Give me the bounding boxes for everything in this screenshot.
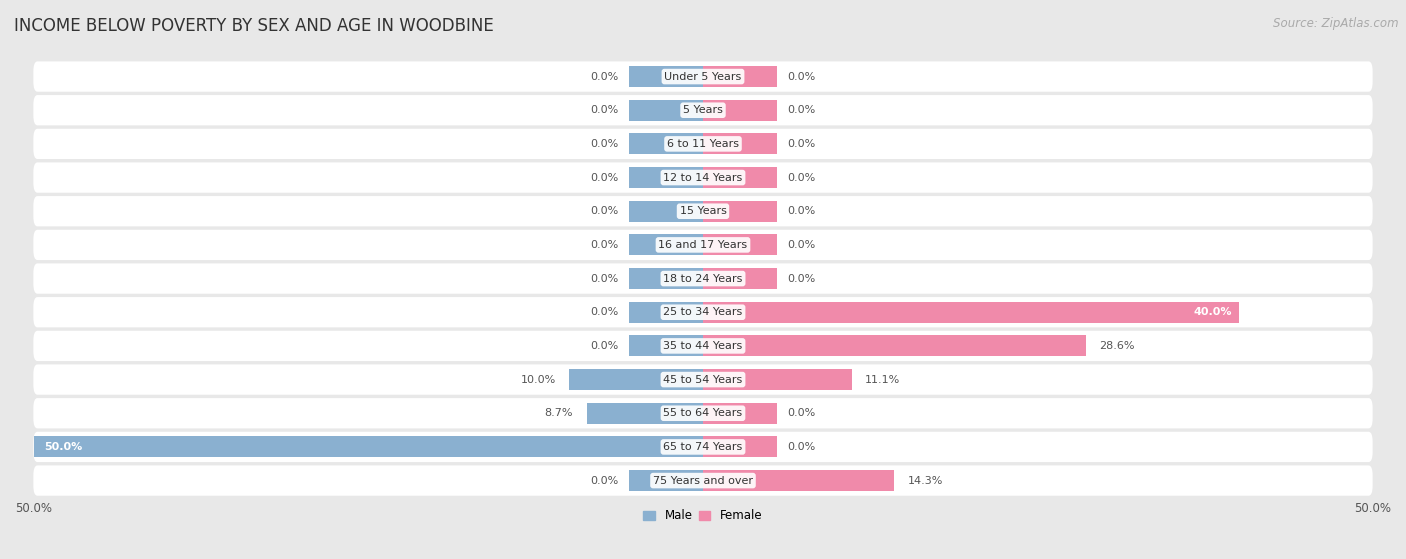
Text: 0.0%: 0.0%	[591, 273, 619, 283]
Bar	[630, 470, 703, 491]
FancyBboxPatch shape	[34, 432, 1372, 462]
FancyBboxPatch shape	[34, 331, 1372, 361]
FancyBboxPatch shape	[34, 163, 1372, 193]
Bar	[703, 302, 1239, 323]
Text: 0.0%: 0.0%	[591, 240, 619, 250]
Legend: Male, Female: Male, Female	[644, 509, 762, 522]
Bar	[630, 66, 703, 87]
Text: Source: ZipAtlas.com: Source: ZipAtlas.com	[1274, 17, 1399, 30]
Text: 75 Years and over: 75 Years and over	[652, 476, 754, 486]
Text: 0.0%: 0.0%	[787, 273, 815, 283]
Bar	[630, 335, 703, 356]
Text: 0.0%: 0.0%	[787, 408, 815, 418]
Text: 0.0%: 0.0%	[787, 105, 815, 115]
Bar	[703, 268, 776, 289]
Bar	[703, 403, 776, 424]
Text: 25 to 34 Years: 25 to 34 Years	[664, 307, 742, 318]
Text: 0.0%: 0.0%	[787, 240, 815, 250]
Bar	[703, 234, 776, 255]
Bar	[703, 437, 776, 457]
Text: Under 5 Years: Under 5 Years	[665, 72, 741, 82]
Text: 0.0%: 0.0%	[787, 173, 815, 183]
FancyBboxPatch shape	[34, 297, 1372, 328]
FancyBboxPatch shape	[34, 95, 1372, 125]
Bar	[703, 100, 776, 121]
FancyBboxPatch shape	[34, 398, 1372, 428]
Text: 6 to 11 Years: 6 to 11 Years	[666, 139, 740, 149]
Text: 50.0%: 50.0%	[44, 442, 83, 452]
Text: 14.3%: 14.3%	[908, 476, 943, 486]
Text: 8.7%: 8.7%	[544, 408, 574, 418]
Text: 35 to 44 Years: 35 to 44 Years	[664, 341, 742, 351]
Bar	[703, 470, 894, 491]
FancyBboxPatch shape	[34, 263, 1372, 293]
Bar	[703, 369, 852, 390]
Bar	[630, 302, 703, 323]
Text: 45 to 54 Years: 45 to 54 Years	[664, 375, 742, 385]
Bar	[630, 201, 703, 222]
Bar	[703, 201, 776, 222]
Text: 65 to 74 Years: 65 to 74 Years	[664, 442, 742, 452]
FancyBboxPatch shape	[34, 230, 1372, 260]
Text: 0.0%: 0.0%	[591, 105, 619, 115]
Bar	[569, 369, 703, 390]
Text: 0.0%: 0.0%	[591, 341, 619, 351]
Text: 0.0%: 0.0%	[787, 139, 815, 149]
Text: 0.0%: 0.0%	[787, 72, 815, 82]
Bar	[703, 66, 776, 87]
Text: 28.6%: 28.6%	[1099, 341, 1135, 351]
Text: INCOME BELOW POVERTY BY SEX AND AGE IN WOODBINE: INCOME BELOW POVERTY BY SEX AND AGE IN W…	[14, 17, 494, 35]
Bar	[630, 268, 703, 289]
Bar	[630, 134, 703, 154]
Text: 40.0%: 40.0%	[1194, 307, 1232, 318]
FancyBboxPatch shape	[34, 129, 1372, 159]
Bar	[703, 134, 776, 154]
Text: 18 to 24 Years: 18 to 24 Years	[664, 273, 742, 283]
Text: 12 to 14 Years: 12 to 14 Years	[664, 173, 742, 183]
Text: 10.0%: 10.0%	[520, 375, 555, 385]
FancyBboxPatch shape	[34, 364, 1372, 395]
Text: 0.0%: 0.0%	[787, 206, 815, 216]
FancyBboxPatch shape	[34, 196, 1372, 226]
FancyBboxPatch shape	[34, 61, 1372, 92]
Bar	[586, 403, 703, 424]
Text: 0.0%: 0.0%	[591, 307, 619, 318]
Text: 0.0%: 0.0%	[591, 206, 619, 216]
Text: 0.0%: 0.0%	[591, 139, 619, 149]
Bar	[630, 234, 703, 255]
Text: 5 Years: 5 Years	[683, 105, 723, 115]
FancyBboxPatch shape	[34, 466, 1372, 496]
Text: 0.0%: 0.0%	[787, 442, 815, 452]
Text: 0.0%: 0.0%	[591, 476, 619, 486]
Text: 0.0%: 0.0%	[591, 173, 619, 183]
Bar	[630, 167, 703, 188]
Bar	[703, 167, 776, 188]
Text: 16 and 17 Years: 16 and 17 Years	[658, 240, 748, 250]
Bar	[630, 100, 703, 121]
Text: 0.0%: 0.0%	[591, 72, 619, 82]
Bar	[703, 335, 1085, 356]
Text: 11.1%: 11.1%	[865, 375, 900, 385]
Bar	[34, 437, 703, 457]
Text: 55 to 64 Years: 55 to 64 Years	[664, 408, 742, 418]
Text: 15 Years: 15 Years	[679, 206, 727, 216]
